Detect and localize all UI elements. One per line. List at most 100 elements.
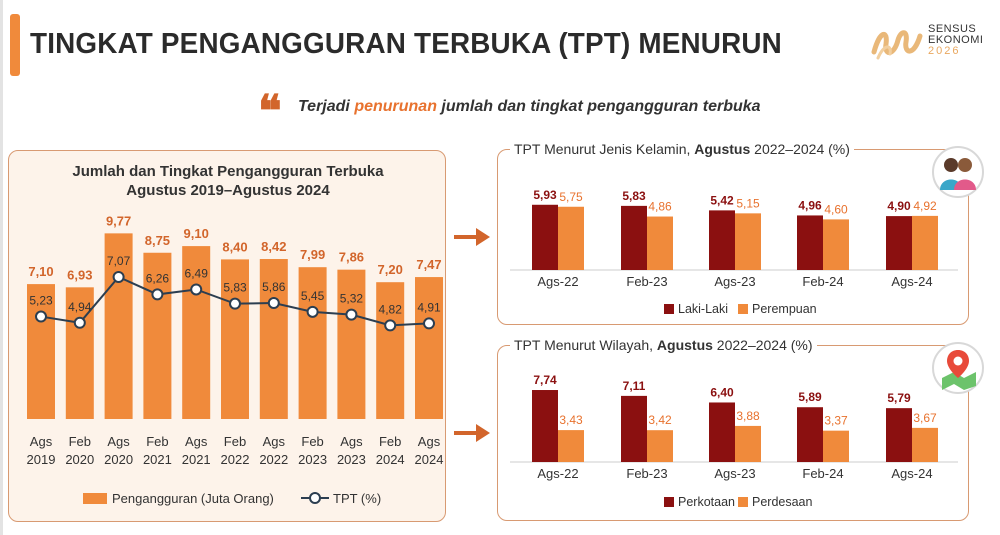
bar-value-label: 9,10 [184,226,209,241]
sensus-ekonomi-logo: SENSUS EKONOMI 2026 [870,22,995,66]
quote-before: Terjadi [298,98,355,115]
legend-swatch-series2 [738,304,748,314]
series1-bar [532,204,558,270]
tpt-point [384,319,397,332]
legend-label: Laki-Laki [678,302,728,316]
series2-value-label: 3,67 [913,411,937,425]
series2-bar [558,206,584,270]
series2-bar [647,216,673,270]
series1-value-label: 4,96 [798,198,822,212]
series2-value-label: 3,43 [559,413,583,427]
unemployment-bar [298,267,327,419]
tpt-point [345,308,358,321]
tpt-point [229,297,241,310]
bar-value-label: 7,20 [378,262,403,277]
series2-value-label: 3,37 [824,414,848,428]
unemployment-bar [376,282,405,419]
x-tick-label: Feb [379,434,401,449]
x-tick-label: 2024 [415,452,444,467]
quote-text: Terjadi penurunan jumlah dan tingkat pen… [298,98,761,116]
bar-value-label: 6,93 [67,267,92,282]
bar-value-label: 7,99 [300,247,325,262]
x-tick-label: 2022 [221,452,250,467]
tpt-point [306,305,319,318]
tpt-point [190,283,203,296]
region-title-plain: TPT Menurut Wilayah, [514,337,657,353]
x-tick-label: Feb [146,434,168,449]
arrow-right-icon [454,228,490,246]
legend-label: TPT (%) [333,491,381,506]
bar-value-label: 8,40 [222,239,247,254]
series2-bar [735,213,761,270]
unemployment-trend-chart: Jumlah dan Tingkat Pengangguran Terbuka A… [27,163,444,506]
series1-value-label: 4,90 [887,199,911,213]
series1-bar [886,216,912,270]
tpt-gender-chart: 5,93 5,75 Ags-22 5,834,86 Feb-23 5,42 5,15 Ags-… [510,188,958,316]
series1-bar [709,210,735,270]
x-tick-label: 2021 [143,452,172,467]
x-tick-label: 2020 [65,452,94,467]
series1-bar [709,402,735,462]
chart-title-line2: Agustus 2019–Agustus 2024 [126,182,330,199]
tpt-value-label: 4,91 [417,300,441,314]
x-tick-label: Ags-22 [537,274,578,289]
x-tick-label: 2023 [337,452,366,467]
x-tick-label: Feb [69,434,91,449]
x-tick-label: 2019 [27,452,56,467]
series1-value-label: 6,40 [710,385,734,399]
x-tick-label: 2024 [376,452,405,467]
x-tick-label: Feb-23 [626,466,667,481]
series2-bar [735,425,761,462]
tpt-gender-panel: 5,93 5,75 Ags-22 5,83 4,86 Feb-23 5,42 5,15 Ags-… [497,149,969,325]
tpt-value-label: 4,82 [379,302,403,316]
arrow-right-icon [454,424,490,442]
unemployment-bar [415,277,443,419]
quote-icon: ❝ [258,86,282,137]
chart-title-line1: Jumlah dan Tingkat Pengangguran Terbuka [72,163,384,180]
tpt-value-label: 5,23 [29,294,53,308]
tpt-point [112,270,125,283]
x-tick-label: Ags-23 [714,466,755,481]
x-tick-label: Feb-24 [802,466,843,481]
bar-value-label: 7,86 [339,250,364,265]
series2-value-label: 4,86 [648,200,672,214]
unemployment-bar [65,287,94,419]
x-tick-label: Feb [301,434,323,449]
x-tick-label: Ags [340,434,363,449]
page-title: TINGKAT PENGANGGURAN TERBUKA (TPT) MENUR… [30,28,782,60]
tpt-region-chart: 7,74 3,43 Ags-22 7,11 3,42 Feb-23 6,403,88 Ags-… [510,373,958,509]
unemployment-bar [182,246,211,419]
bar-value-label: 7,47 [416,257,441,272]
tpt-point [73,316,86,329]
series2-value-label: 5,75 [559,190,583,204]
x-tick-label: 2022 [259,452,288,467]
unemployment-bar [27,284,55,419]
series2-bar [823,430,849,462]
series1-value-label: 5,79 [887,391,911,405]
legend-swatch-point [309,492,321,504]
tpt-region-panel: 7,74 3,43 Ags-22 7,11 3,42 Feb-23 6,40 3,88 Ags-… [497,345,969,521]
x-tick-label: Ags-24 [891,274,932,289]
x-tick-label: 2021 [182,452,211,467]
tpt-value-label: 6,49 [185,266,209,280]
people-icon [932,146,984,198]
series1-value-label: 5,83 [622,189,646,203]
region-title-bold: Agustus [656,337,713,353]
x-tick-label: Ags-22 [537,466,578,481]
unemployment-bar [259,259,288,419]
series1-value-label: 5,89 [798,390,822,404]
legend-swatch-series1 [664,497,674,507]
tpt-value-label: 5,86 [262,280,286,294]
tpt-value-label: 5,32 [340,292,364,306]
x-tick-label: 2020 [104,452,133,467]
bar-value-label: 8,75 [145,233,170,248]
x-tick-label: 2023 [298,452,327,467]
legend-swatch-bar [83,493,107,504]
series1-bar [797,407,823,462]
series2-value-label: 3,88 [736,409,760,423]
x-tick-label: Feb [224,434,246,449]
series2-bar [823,219,849,270]
x-tick-label: Feb-24 [802,274,843,289]
tpt-value-label: 5,45 [301,289,325,303]
